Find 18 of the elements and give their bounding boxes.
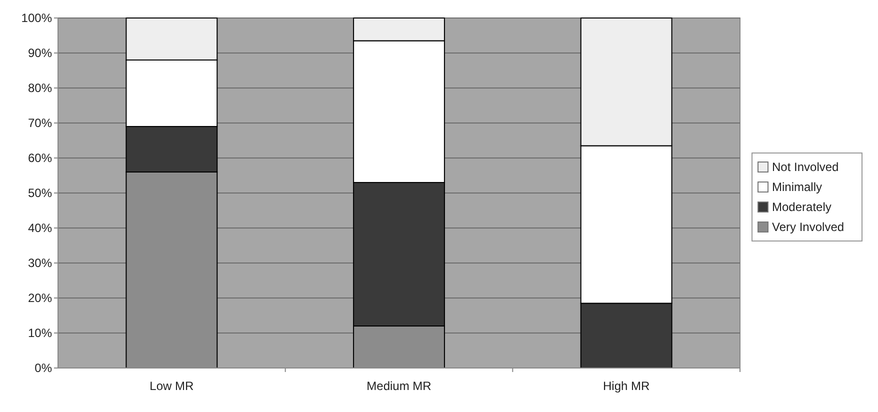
y-tick-label: 20% <box>28 291 52 306</box>
y-tick-label: 10% <box>28 326 52 340</box>
legend-label: Moderately <box>772 200 832 214</box>
legend-label: Very Involved <box>772 220 844 234</box>
y-tick-label: 90% <box>28 46 52 60</box>
y-tick-label: 100% <box>21 11 52 26</box>
legend-label: Not Involved <box>772 160 839 174</box>
y-tick-label: 70% <box>28 116 52 130</box>
legend-label: Minimally <box>772 180 822 194</box>
x-tick-label: High MR <box>602 379 650 393</box>
y-tick-label: 50% <box>28 186 52 200</box>
y-tick-label: 60% <box>28 151 52 166</box>
x-tick-label: Medium MR <box>366 379 432 393</box>
y-tick-label: 30% <box>28 256 52 270</box>
x-tick-label: Low MR <box>150 379 194 393</box>
y-tick-label: 40% <box>28 221 52 236</box>
y-tick-label: 80% <box>28 81 52 96</box>
y-tick-label: 0% <box>34 361 52 376</box>
